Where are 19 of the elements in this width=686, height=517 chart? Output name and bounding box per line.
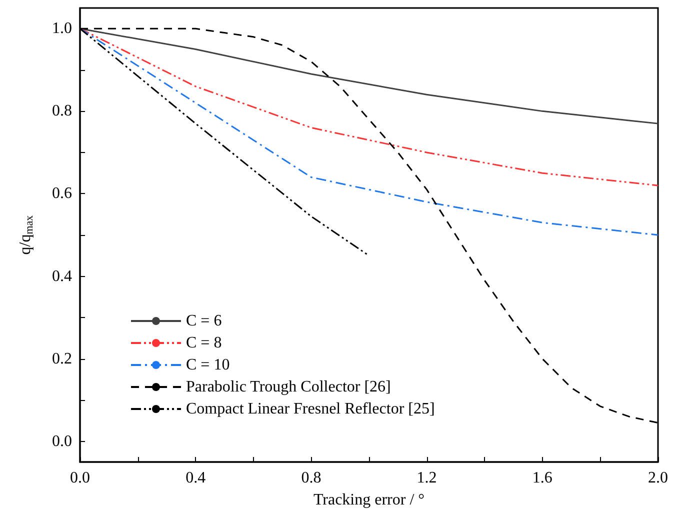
x-tick-label: 0.8: [301, 470, 322, 486]
x-tick-label: 0.4: [186, 470, 206, 486]
y-tick-label: 1.0: [52, 20, 72, 38]
y-tick-label: 0.2: [52, 350, 72, 368]
y-axis-title: q/qmax: [17, 214, 36, 255]
y-tick-label: 0.8: [52, 102, 72, 120]
y-tick-label: 0.6: [52, 185, 72, 202]
legend-label: C = 10: [186, 356, 230, 374]
legend-label: C = 6: [186, 312, 222, 330]
x-tick-label: 2.0: [648, 470, 668, 486]
y-tick-label: 0.0: [52, 432, 72, 450]
x-axis-title: Tracking error / °: [313, 492, 425, 508]
x-tick-label: 1.6: [532, 470, 552, 486]
legend-label: C = 8: [186, 334, 222, 352]
legend-label: Parabolic Trough Collector [26]: [186, 378, 391, 396]
legend-label: Compact Linear Fresnel Reflector [25]: [186, 400, 435, 418]
x-tick-label: 0.0: [70, 470, 90, 486]
x-tick-label: 1.2: [416, 470, 437, 486]
y-tick-label: 0.4: [52, 268, 72, 285]
